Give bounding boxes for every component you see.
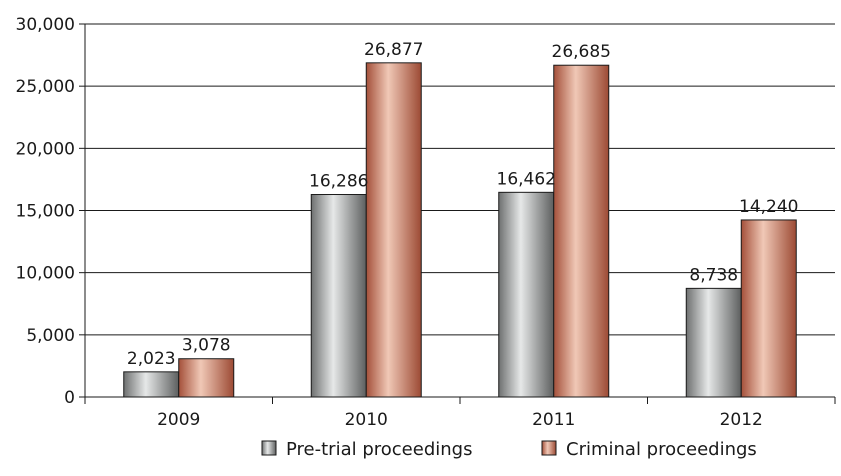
data-label: 16,286 — [309, 172, 368, 192]
data-label: 14,240 — [739, 197, 798, 217]
x-category-label: 2011 — [532, 410, 575, 430]
legend-label: Criminal proceedings — [566, 439, 757, 460]
bar-criminal-2010 — [365, 62, 422, 398]
y-tick-label: 30,000 — [16, 15, 75, 35]
x-category-label: 2010 — [345, 410, 388, 430]
bar-criminal-2012 — [740, 219, 797, 398]
bar-pre-trial-2011 — [498, 191, 555, 398]
legend-swatch-pre-trial — [261, 440, 277, 456]
legend-swatch-criminal — [541, 440, 557, 456]
bar-pre-trial-2009 — [123, 371, 180, 398]
y-tick-label: 15,000 — [16, 202, 75, 222]
legend-label: Pre-trial proceedings — [286, 439, 472, 460]
y-tick-label: 0 — [64, 388, 75, 408]
bar-criminal-2011 — [553, 64, 610, 398]
y-tick-label: 25,000 — [16, 77, 75, 97]
bar-criminal-2009 — [178, 358, 235, 398]
x-category-label: 2012 — [720, 410, 763, 430]
y-tick-label: 10,000 — [16, 264, 75, 284]
data-label: 16,462 — [497, 169, 556, 189]
data-label: 8,738 — [689, 265, 738, 285]
bar-pre-trial-2010 — [310, 194, 367, 398]
data-label: 3,078 — [182, 336, 231, 356]
data-label: 2,023 — [127, 349, 176, 369]
y-tick-label: 20,000 — [16, 139, 75, 159]
bar-pre-trial-2012 — [685, 287, 742, 398]
data-label: 26,877 — [364, 40, 423, 60]
x-category-label: 2009 — [157, 410, 200, 430]
y-tick-label: 5,000 — [26, 326, 75, 346]
data-label: 26,685 — [552, 42, 611, 62]
